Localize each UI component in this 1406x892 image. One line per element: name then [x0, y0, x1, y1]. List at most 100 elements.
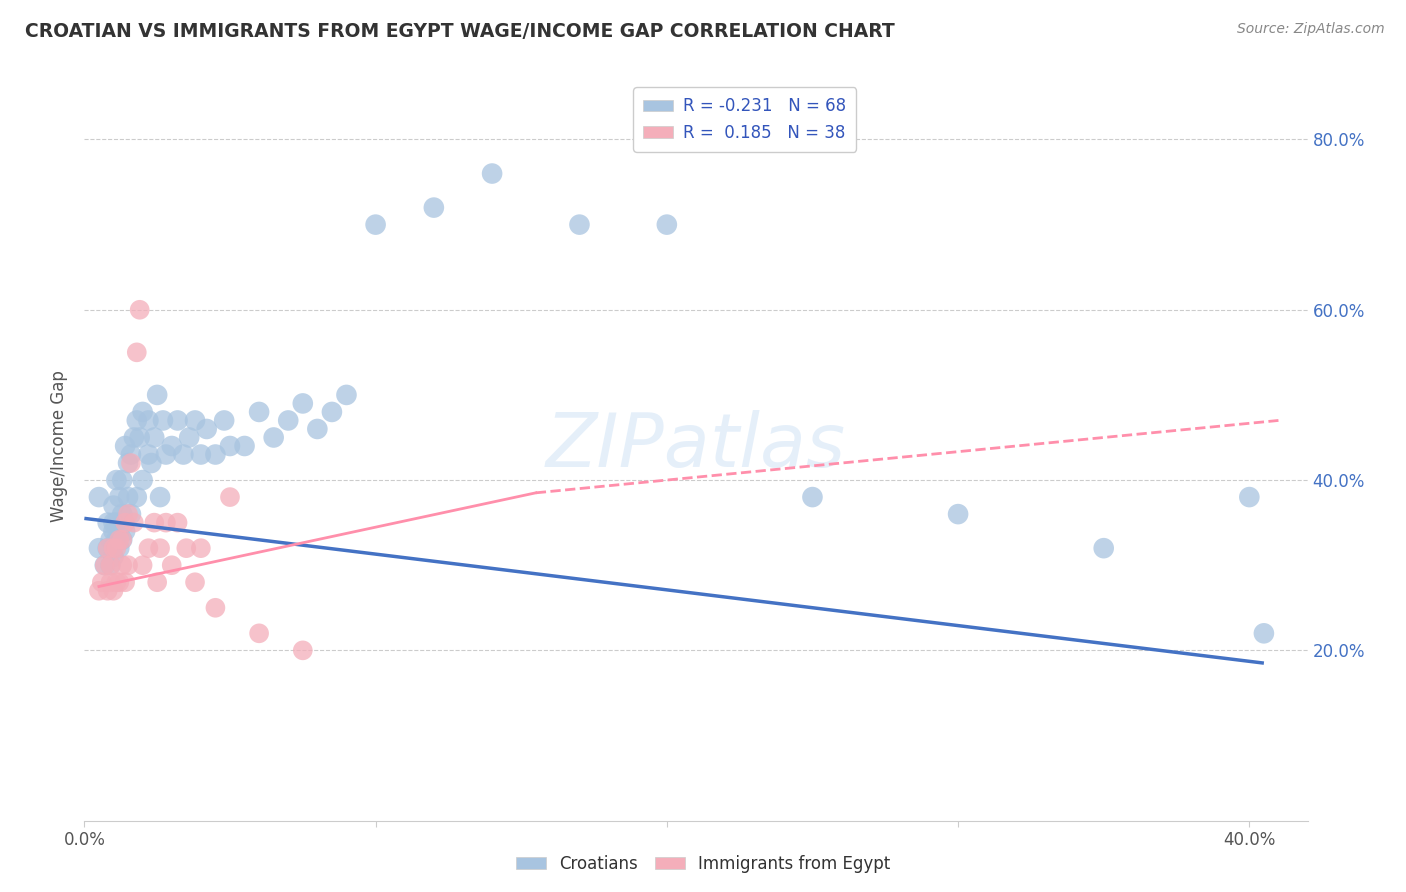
Point — [172, 448, 194, 462]
Point — [184, 413, 207, 427]
Point — [568, 218, 591, 232]
Point — [946, 507, 969, 521]
Point — [179, 430, 201, 444]
Point — [1253, 626, 1275, 640]
Point — [149, 541, 172, 556]
Point — [111, 533, 134, 547]
Point — [152, 413, 174, 427]
Point — [655, 218, 678, 232]
Point — [219, 439, 242, 453]
Legend: Croatians, Immigrants from Egypt: Croatians, Immigrants from Egypt — [509, 848, 897, 880]
Point — [122, 430, 145, 444]
Point — [128, 430, 150, 444]
Point — [1092, 541, 1115, 556]
Point — [111, 507, 134, 521]
Point — [128, 302, 150, 317]
Point — [166, 413, 188, 427]
Point — [120, 448, 142, 462]
Point — [103, 524, 125, 538]
Point — [108, 533, 131, 547]
Point — [117, 490, 139, 504]
Point — [105, 575, 128, 590]
Point — [111, 558, 134, 573]
Text: CROATIAN VS IMMIGRANTS FROM EGYPT WAGE/INCOME GAP CORRELATION CHART: CROATIAN VS IMMIGRANTS FROM EGYPT WAGE/I… — [25, 22, 896, 41]
Point — [97, 541, 120, 556]
Point — [90, 575, 112, 590]
Point — [291, 643, 314, 657]
Point — [93, 558, 115, 573]
Point — [160, 439, 183, 453]
Point — [364, 218, 387, 232]
Point — [131, 473, 153, 487]
Point — [125, 345, 148, 359]
Point — [335, 388, 357, 402]
Point — [166, 516, 188, 530]
Point — [97, 583, 120, 598]
Point — [108, 524, 131, 538]
Point — [204, 600, 226, 615]
Text: ZIPatlas: ZIPatlas — [546, 410, 846, 482]
Point — [103, 499, 125, 513]
Point — [103, 516, 125, 530]
Point — [97, 541, 120, 556]
Point — [87, 541, 110, 556]
Point — [100, 533, 122, 547]
Point — [111, 473, 134, 487]
Point — [277, 413, 299, 427]
Point — [114, 575, 136, 590]
Point — [125, 490, 148, 504]
Point — [131, 405, 153, 419]
Point — [120, 507, 142, 521]
Point — [423, 201, 446, 215]
Point — [114, 516, 136, 530]
Point — [212, 413, 235, 427]
Point — [108, 541, 131, 556]
Point — [117, 507, 139, 521]
Point — [103, 583, 125, 598]
Point — [321, 405, 343, 419]
Point — [138, 413, 160, 427]
Point — [160, 558, 183, 573]
Point — [105, 516, 128, 530]
Point — [108, 575, 131, 590]
Point — [247, 626, 270, 640]
Point — [117, 558, 139, 573]
Point — [105, 473, 128, 487]
Point — [100, 558, 122, 573]
Point — [146, 575, 169, 590]
Point — [155, 448, 177, 462]
Point — [233, 439, 256, 453]
Point — [190, 448, 212, 462]
Y-axis label: Wage/Income Gap: Wage/Income Gap — [51, 370, 69, 522]
Point — [174, 541, 197, 556]
Point — [307, 422, 329, 436]
Point — [117, 456, 139, 470]
Point — [114, 524, 136, 538]
Point — [146, 388, 169, 402]
Point — [131, 558, 153, 573]
Point — [97, 516, 120, 530]
Point — [138, 541, 160, 556]
Point — [120, 456, 142, 470]
Point — [87, 490, 110, 504]
Text: Source: ZipAtlas.com: Source: ZipAtlas.com — [1237, 22, 1385, 37]
Point — [122, 516, 145, 530]
Point — [195, 422, 218, 436]
Point — [138, 448, 160, 462]
Point — [801, 490, 824, 504]
Point — [105, 533, 128, 547]
Point — [114, 439, 136, 453]
Point — [247, 405, 270, 419]
Point — [190, 541, 212, 556]
Point — [149, 490, 172, 504]
Point — [93, 558, 115, 573]
Point — [481, 167, 503, 181]
Point — [100, 558, 122, 573]
Point — [155, 516, 177, 530]
Point — [141, 456, 163, 470]
Point — [184, 575, 207, 590]
Point — [87, 583, 110, 598]
Point — [219, 490, 242, 504]
Point — [143, 430, 166, 444]
Point — [1239, 490, 1261, 504]
